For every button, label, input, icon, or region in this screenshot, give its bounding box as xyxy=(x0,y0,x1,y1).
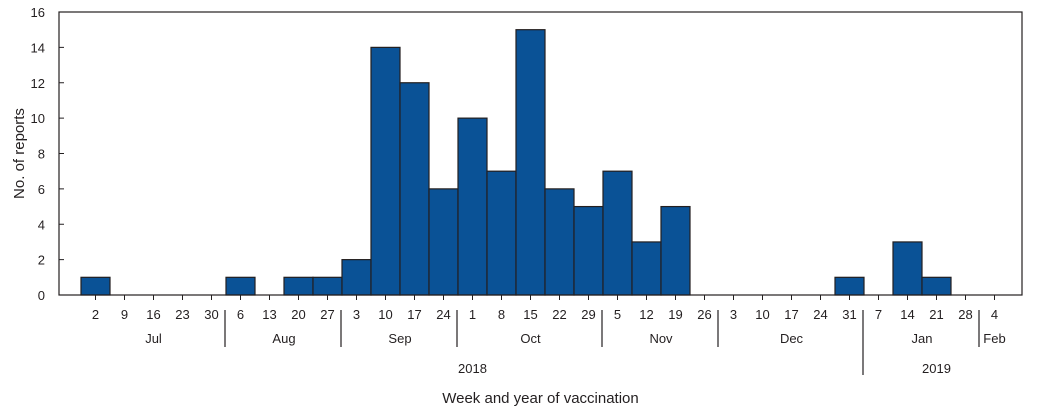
month-label: Feb xyxy=(983,331,1005,346)
x-tick-label: 10 xyxy=(378,307,392,322)
x-tick-label: 14 xyxy=(900,307,914,322)
month-label: Aug xyxy=(272,331,295,346)
x-tick-label: 30 xyxy=(204,307,218,322)
y-tick-label: 4 xyxy=(38,217,45,232)
month-label: Nov xyxy=(649,331,673,346)
bar xyxy=(486,170,517,296)
bar xyxy=(834,276,865,296)
month-label: Jan xyxy=(912,331,933,346)
y-tick-label: 16 xyxy=(31,5,45,20)
x-tick-label: 10 xyxy=(755,307,769,322)
bar xyxy=(544,188,575,296)
x-tick-label: 20 xyxy=(291,307,305,322)
x-tick-label: 15 xyxy=(523,307,537,322)
bar xyxy=(370,46,401,296)
year-label: 2019 xyxy=(922,361,951,376)
year-label: 2018 xyxy=(458,361,487,376)
y-tick-label: 6 xyxy=(38,182,45,197)
x-tick-label: 26 xyxy=(697,307,711,322)
x-tick-label: 17 xyxy=(407,307,421,322)
bar xyxy=(225,276,256,296)
x-tick-label: 17 xyxy=(784,307,798,322)
x-tick-label: 16 xyxy=(146,307,160,322)
bar xyxy=(283,276,314,296)
x-tick-label: 24 xyxy=(813,307,827,322)
x-tick-label: 24 xyxy=(436,307,450,322)
y-tick-label: 2 xyxy=(38,253,45,268)
y-tick-label: 14 xyxy=(31,40,45,55)
x-tick-label: 19 xyxy=(668,307,682,322)
x-tick-label: 13 xyxy=(262,307,276,322)
bar xyxy=(921,276,952,296)
bar xyxy=(428,188,459,296)
month-label: Dec xyxy=(780,331,804,346)
x-tick-label: 9 xyxy=(121,307,128,322)
x-tick-label: 21 xyxy=(929,307,943,322)
x-tick-label: 29 xyxy=(581,307,595,322)
x-tick-label: 12 xyxy=(639,307,653,322)
x-tick-label: 4 xyxy=(991,307,998,322)
x-tick-label: 8 xyxy=(498,307,505,322)
month-label: Oct xyxy=(520,331,541,346)
x-tick-label: 31 xyxy=(842,307,856,322)
bars xyxy=(80,29,952,296)
bar xyxy=(573,205,604,296)
x-tick-label: 1 xyxy=(469,307,476,322)
month-label: Sep xyxy=(388,331,411,346)
y-tick-label: 12 xyxy=(31,76,45,91)
x-tick-label: 22 xyxy=(552,307,566,322)
bar xyxy=(602,170,633,296)
bar xyxy=(515,29,546,296)
x-tick-label: 27 xyxy=(320,307,334,322)
y-axis: 0 2 4 6 8 10 12 14 16 xyxy=(31,5,64,303)
bar xyxy=(892,241,923,296)
y-tick-label: 8 xyxy=(38,147,45,162)
y-tick-label: 0 xyxy=(38,288,45,303)
bar xyxy=(457,117,488,296)
x-tick-label: 5 xyxy=(614,307,621,322)
y-tick-label: 10 xyxy=(31,111,45,126)
x-tick-label: 3 xyxy=(730,307,737,322)
month-label: Jul xyxy=(145,331,162,346)
x-tick-label: 2 xyxy=(92,307,99,322)
bar xyxy=(660,205,691,296)
x-tick-label: 7 xyxy=(875,307,882,322)
x-tick-label: 28 xyxy=(958,307,972,322)
x-tick-label: 6 xyxy=(237,307,244,322)
bar xyxy=(631,241,662,296)
x-axis: 2 9 16 23 30 6 13 20 27 3 10 17 24 1 8 15 22 29 5 12 19 26 3 10… xyxy=(92,295,1006,376)
x-tick-label: 23 xyxy=(175,307,189,322)
bar xyxy=(341,259,372,296)
bar xyxy=(399,82,430,296)
y-axis-title: No. of reports xyxy=(11,108,28,199)
x-axis-title: Week and year of vaccination xyxy=(442,390,639,407)
bar xyxy=(312,276,343,296)
bar xyxy=(80,276,111,296)
x-tick-label: 3 xyxy=(353,307,360,322)
